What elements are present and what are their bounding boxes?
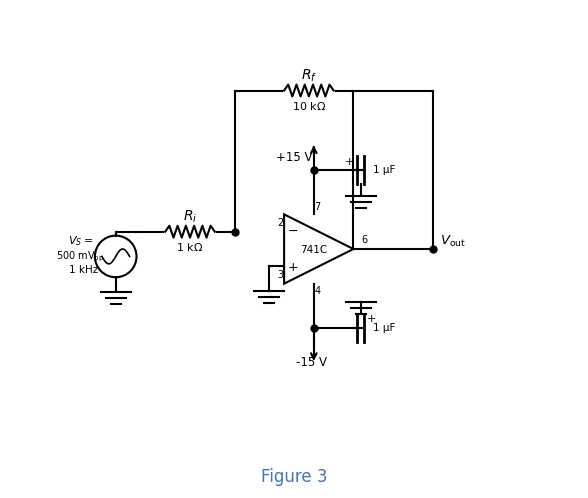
Text: $V_{\rm out}$: $V_{\rm out}$ [440, 234, 466, 249]
Text: 1 k$\Omega$: 1 k$\Omega$ [176, 241, 203, 252]
Text: 3: 3 [277, 270, 283, 280]
Text: $V_S =$: $V_S =$ [68, 235, 93, 249]
Text: 2: 2 [277, 218, 283, 228]
Text: $+$: $+$ [288, 261, 299, 274]
Text: 10 k$\Omega$: 10 k$\Omega$ [292, 101, 326, 113]
Text: 1 µF: 1 µF [373, 323, 396, 333]
Text: -15 V: -15 V [296, 357, 327, 370]
Text: 6: 6 [361, 235, 368, 245]
Text: $R_i$: $R_i$ [183, 209, 197, 225]
Text: +: + [345, 157, 355, 167]
Text: +15 V: +15 V [276, 151, 312, 164]
Text: 500 mV$_{\rm pp}$: 500 mV$_{\rm pp}$ [56, 249, 104, 263]
Text: 7: 7 [315, 202, 321, 212]
Text: 4: 4 [315, 286, 321, 296]
Text: $-$: $-$ [288, 224, 299, 237]
Text: 1 kHz: 1 kHz [69, 265, 98, 275]
Text: 741C: 741C [300, 245, 328, 255]
Text: +: + [367, 314, 376, 324]
Text: $R_f$: $R_f$ [300, 67, 317, 84]
Text: 1 µF: 1 µF [373, 165, 396, 175]
Text: Figure 3: Figure 3 [260, 468, 328, 486]
